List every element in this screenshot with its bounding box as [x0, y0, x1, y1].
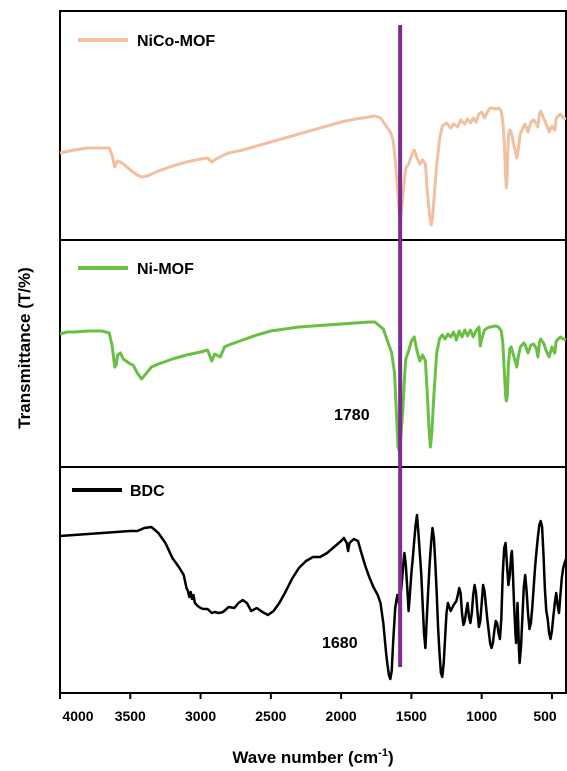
x-tick-label: 2000	[326, 708, 357, 724]
legend-label-ni-mof: Ni-MOF	[137, 261, 194, 278]
x-axis-title-close: )	[388, 748, 394, 767]
legend-label-nico-mof: NiCo-MOF	[137, 33, 215, 50]
x-tick-label: 1000	[466, 708, 497, 724]
x-tick-label: 1500	[396, 708, 427, 724]
x-axis-title: Wave number (cm-1)	[232, 747, 393, 767]
x-tick-label: 2500	[255, 708, 286, 724]
x-axis-ticks: 4000 3500 3000 2500 2000 1500 1000 500	[59, 693, 557, 724]
annotation-1780: 1780	[334, 407, 370, 424]
annotation-1680: 1680	[322, 635, 358, 652]
series-line-bdc	[59, 513, 567, 681]
series-line-nico-mof	[59, 106, 567, 227]
series-line-ni-mof	[59, 320, 567, 453]
x-tick-label: 3500	[115, 708, 146, 724]
x-tick-label: 3000	[185, 708, 216, 724]
panel-frame-ni-mof	[59, 239, 567, 468]
y-axis-title: Transmittance (T/%)	[15, 267, 34, 429]
panel-frame-bdc	[59, 466, 567, 694]
x-tick-label: 4000	[62, 708, 93, 724]
x-axis-title-main: Wave number (cm	[232, 748, 378, 767]
x-tick-label: 500	[533, 708, 557, 724]
panel-frame-nico-mof	[59, 10, 567, 241]
legend-label-bdc: BDC	[130, 483, 165, 500]
x-axis-title-superscript: -1	[378, 747, 388, 759]
